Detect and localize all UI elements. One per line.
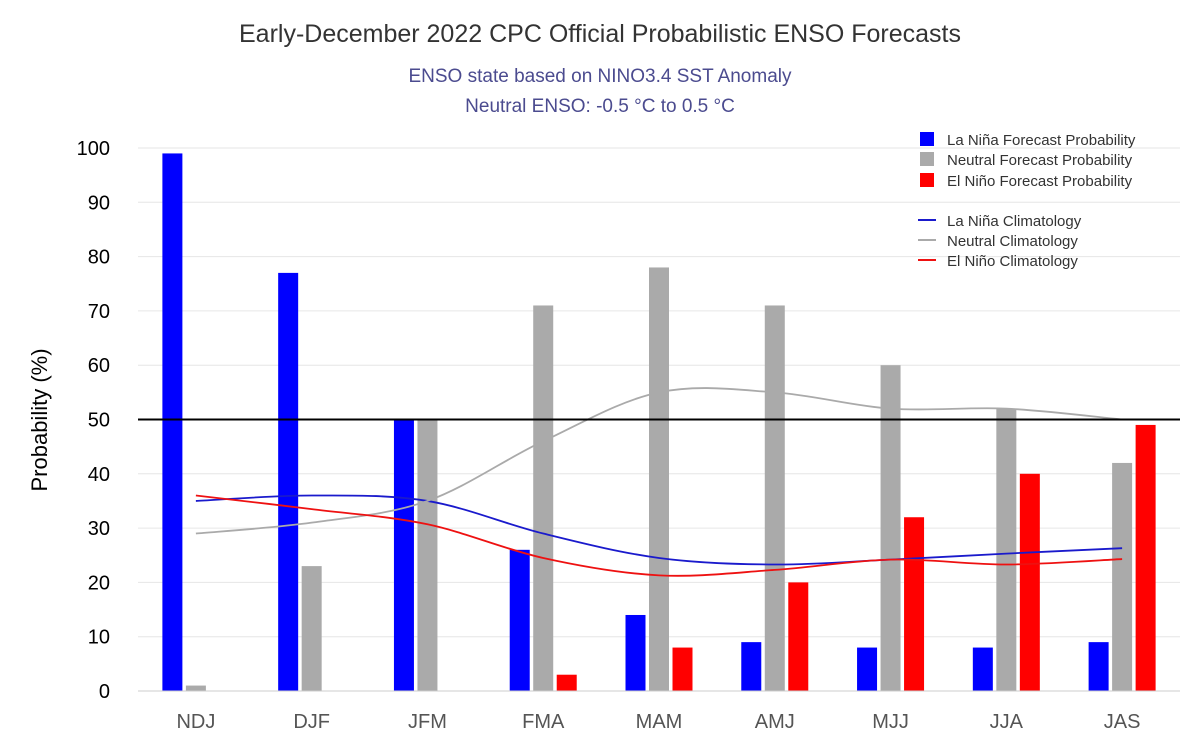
bar-la-ni-a-forecast-probability[interactable] xyxy=(509,549,530,691)
bar-el-ni-o-forecast-probability[interactable] xyxy=(1019,473,1040,691)
legend-item-el-ni-o-forecast-probability[interactable]: El Niño Forecast Probability xyxy=(947,173,1133,190)
axes: 0 10 20 30 40 50 60 70 80 90 100 NDJ DJF JFM FMA MAM AMJ… xyxy=(77,138,1180,733)
y-tick-label: 20 xyxy=(88,572,110,594)
bar-el-ni-o-forecast-probability[interactable] xyxy=(1135,424,1156,691)
bar-neutral-forecast-probability[interactable] xyxy=(764,305,785,691)
y-tick-label: 90 xyxy=(88,192,110,214)
y-tick-label: 50 xyxy=(88,410,110,432)
x-tick-label: MAM xyxy=(636,711,683,733)
bar-el-ni-o-forecast-probability[interactable] xyxy=(672,647,693,691)
bar-neutral-forecast-probability[interactable] xyxy=(880,365,901,691)
bar-el-ni-o-forecast-probability[interactable] xyxy=(556,674,577,691)
legend-item-la-ni-a-forecast-probability[interactable]: La Niña Forecast Probability xyxy=(947,132,1136,149)
legend-item-neutral-climatology[interactable]: Neutral Climatology xyxy=(947,233,1078,250)
x-tick-label: JJA xyxy=(990,711,1024,733)
line-el-ni-o-climatology[interactable] xyxy=(195,494,1123,577)
line-la-ni-a-climatology[interactable] xyxy=(195,494,1123,566)
x-tick-label: JFM xyxy=(408,711,447,733)
climatology-lines xyxy=(195,387,1123,577)
chart-title: Early-December 2022 CPC Official Probabi… xyxy=(238,20,961,48)
bar-la-ni-a-forecast-probability[interactable] xyxy=(393,419,414,692)
legend-swatch-el-ni-o-forecast-probability xyxy=(920,173,934,187)
legend-item-el-ni-o-climatology[interactable]: El Niño Climatology xyxy=(947,253,1078,270)
chart-subtitle-line-2: Neutral ENSO: -0.5 °C to 0.5 °C xyxy=(465,96,735,117)
bar-neutral-forecast-probability[interactable] xyxy=(533,305,554,691)
legend-item-neutral-forecast-probability[interactable]: Neutral Forecast Probability xyxy=(947,152,1133,169)
bar-neutral-forecast-probability[interactable] xyxy=(417,419,438,692)
bar-neutral-forecast-probability[interactable] xyxy=(185,685,206,691)
line-neutral-climatology[interactable] xyxy=(195,387,1123,535)
y-tick-label: 30 xyxy=(88,518,110,540)
y-tick-label: 40 xyxy=(88,464,110,486)
legend-swatch-la-ni-a-forecast-probability xyxy=(920,132,934,146)
legend[interactable]: La Niña Forecast Probability Neutral Fore… xyxy=(918,132,1136,270)
x-tick-label: FMA xyxy=(522,711,565,733)
x-tick-label: NDJ xyxy=(176,711,215,733)
chart-subtitle-line-1: ENSO state based on NINO3.4 SST Anomaly xyxy=(408,66,792,87)
y-tick-label: 100 xyxy=(77,138,110,160)
x-tick-label: AMJ xyxy=(755,711,795,733)
bar-el-ni-o-forecast-probability[interactable] xyxy=(788,582,809,691)
legend-swatch-neutral-forecast-probability xyxy=(920,152,934,166)
y-tick-label: 0 xyxy=(99,681,110,703)
bar-la-ni-a-forecast-probability[interactable] xyxy=(625,614,646,691)
bar-neutral-forecast-probability[interactable] xyxy=(649,267,669,691)
bar-la-ni-a-forecast-probability[interactable] xyxy=(972,647,993,691)
bar-la-ni-a-forecast-probability[interactable] xyxy=(741,642,762,691)
bar-la-ni-a-forecast-probability[interactable] xyxy=(857,647,878,691)
bar-el-ni-o-forecast-probability[interactable] xyxy=(904,517,925,691)
x-tick-label: JAS xyxy=(1104,711,1141,733)
bar-la-ni-a-forecast-probability[interactable] xyxy=(1088,642,1109,691)
x-tick-label: MJJ xyxy=(872,711,909,733)
y-axis-label: Probability (%) xyxy=(27,348,52,491)
y-tick-label: 10 xyxy=(88,627,110,649)
bar-neutral-forecast-probability[interactable] xyxy=(996,408,1017,691)
legend-item-la-ni-a-climatology[interactable]: La Niña Climatology xyxy=(947,213,1082,230)
x-tick-label: DJF xyxy=(293,711,330,733)
bar-la-ni-a-forecast-probability[interactable] xyxy=(278,272,299,691)
y-tick-label: 80 xyxy=(88,247,110,269)
bar-neutral-forecast-probability[interactable] xyxy=(301,566,322,691)
y-tick-label: 70 xyxy=(88,301,110,323)
bar-la-ni-a-forecast-probability[interactable] xyxy=(162,153,183,691)
y-tick-label: 60 xyxy=(88,355,110,377)
bar-neutral-forecast-probability[interactable] xyxy=(1112,462,1133,691)
bar-layer xyxy=(162,153,1156,692)
